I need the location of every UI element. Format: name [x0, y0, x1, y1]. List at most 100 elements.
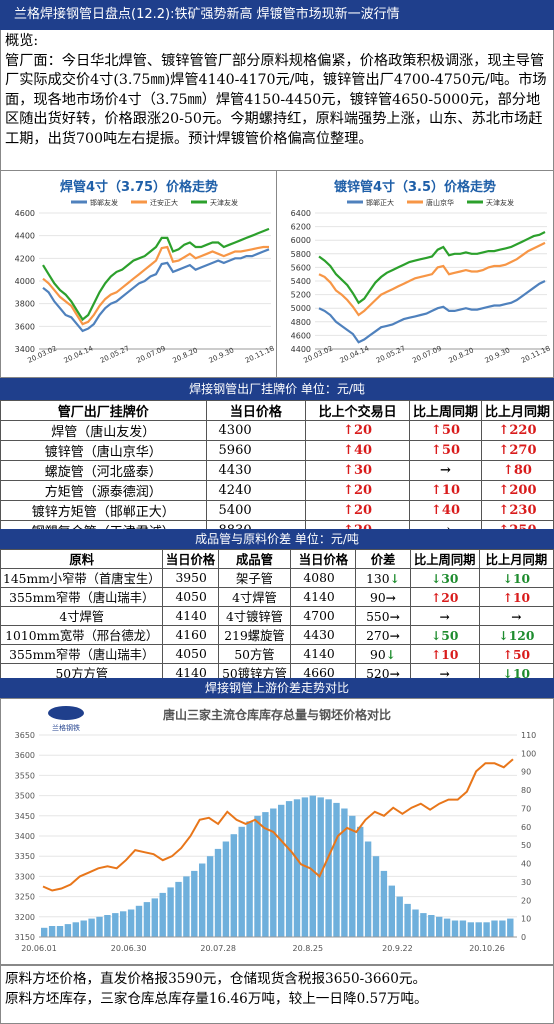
y-tick-label: 3300	[15, 872, 35, 881]
product-name: 4寸镀锌管	[217, 606, 292, 626]
raw-price: 4140	[162, 606, 219, 626]
stock-bar	[56, 926, 64, 937]
stock-bar	[341, 808, 348, 937]
price-value: 4240	[205, 480, 307, 501]
y-tick-label: 4600	[291, 331, 311, 340]
arrow-right-icon: →	[389, 627, 400, 643]
x-tick-label: 20.05.27	[375, 344, 407, 364]
spread-number: 520	[366, 666, 390, 681]
spread-delta-week: →	[409, 606, 480, 626]
chart-title: 镀锌管4寸（3.5）价格走势	[334, 179, 496, 195]
product-name: 219螺旋管	[217, 625, 292, 645]
stock-bar	[191, 870, 198, 937]
arrow-down-icon: ↓	[502, 570, 513, 586]
y-tick-label: 4000	[15, 277, 35, 286]
billet-price-line	[42, 758, 514, 892]
table-row: 镀锌管（唐山京华） 5960 ↑40 ↑50 ↑270	[0, 440, 554, 461]
arrow-up-icon: ↑	[431, 483, 442, 498]
footer-notes: 原料方坯价格，直发价格报3590元，仓储现货含税报3650-3660元。 原料方…	[0, 965, 554, 1024]
delta-day: ↑30	[305, 460, 411, 481]
y-tick-label: 6000	[291, 236, 311, 245]
stock-bar	[317, 797, 324, 937]
stock-bar	[412, 909, 419, 937]
stock-bar	[135, 905, 143, 937]
delta-value: 200	[509, 483, 537, 498]
raw-material-name: 145mm小窄带（首唐宝生）	[0, 568, 164, 588]
y-tick-label: 5200	[291, 291, 311, 300]
series-line	[42, 227, 270, 322]
raw-price: 4160	[162, 625, 219, 645]
delta-value: 20	[354, 423, 373, 438]
col-header-week: 比上周同期	[409, 400, 482, 421]
delta-day: ↑20	[305, 420, 411, 441]
stock-bar	[404, 903, 411, 937]
stock-bar	[372, 856, 380, 937]
delta-value: 10	[512, 589, 531, 605]
chart-title: 唐山三家主流仓库库存总量与钢坯价格对比	[163, 707, 391, 722]
price-value: 4300	[205, 420, 307, 441]
product-name: 4寸焊管	[217, 587, 292, 607]
delta-value: 30	[354, 463, 373, 478]
raw-material-name: 1010mm宽带（邢台德龙）	[0, 625, 164, 645]
product-price: 4700	[290, 606, 357, 626]
arrow-right-icon: →	[440, 463, 451, 478]
y-tick-label: 4400	[15, 232, 35, 241]
x-tick-label: 20.10.26	[469, 944, 505, 953]
y2-tick-label: 30	[521, 878, 531, 887]
factory-name: 焊管（唐山友发）	[0, 420, 207, 441]
page-title: 兰格焊接钢管日盘点(12.2):铁矿强势新高 焊镀管市场现新一波行情	[0, 0, 554, 30]
stock-bar	[325, 799, 332, 937]
col-header-month: 比上月同期	[480, 400, 554, 421]
stock-bar	[246, 821, 253, 937]
x-tick-label: 20.07.09	[135, 344, 167, 364]
delta-value: 50	[441, 443, 460, 458]
delta-week: ↑50	[409, 440, 482, 461]
legend-label: 天津友发	[210, 198, 238, 207]
x-tick-label: 20.8.25	[293, 944, 324, 953]
spread-delta-month: ↑50	[478, 644, 554, 664]
arrow-right-icon: →	[389, 608, 400, 624]
overview-text: 管厂面：今日华北焊管、镀锌管管厂部分原料规格偏紧，价格政策积极调涨，现主导管厂实…	[5, 52, 547, 147]
arrow-up-icon: ↑	[502, 646, 513, 662]
x-tick-label: 20.07.28	[200, 944, 236, 953]
series-line	[42, 248, 270, 333]
price-table: 管厂出厂挂牌价 当日价格 比上个交易日 比上周同期 比上月同期 焊管（唐山友发）…	[0, 400, 554, 541]
series-line	[318, 231, 546, 305]
y-tick-label: 3350	[15, 852, 35, 861]
series-line	[42, 245, 269, 326]
stock-bar	[222, 841, 230, 937]
raw-price: 3950	[162, 568, 219, 588]
chart-title: 焊管4寸（3.75）价格走势	[60, 179, 218, 195]
spread-delta-month: ↓10	[478, 568, 554, 588]
spread-value: 90→	[355, 587, 411, 607]
y2-tick-label: 10	[521, 915, 531, 924]
stock-bar	[80, 920, 87, 937]
product-price: 4140	[290, 587, 357, 607]
delta-value: 50	[441, 627, 459, 643]
delta-value: 40	[441, 503, 460, 518]
logo-text: 兰格钢铁	[52, 723, 80, 732]
y-tick-label: 5800	[291, 250, 311, 259]
y2-tick-label: 80	[521, 786, 531, 795]
legend-label: 邯郸正大	[366, 198, 394, 207]
y2-tick-label: 0	[521, 933, 526, 942]
stock-bar	[112, 913, 119, 937]
arrow-up-icon: ↑	[430, 646, 442, 662]
y-tick-label: 3650	[15, 731, 35, 740]
stock-bar	[199, 863, 206, 937]
arrow-up-icon: ↑	[343, 503, 354, 518]
delta-week: ↑50	[409, 420, 482, 441]
x-tick-label: 20.07.09	[411, 344, 443, 364]
spread-number: 90	[370, 647, 386, 662]
delta-value: 10	[441, 483, 460, 498]
spread-number: 550	[366, 609, 390, 624]
delta-value: 10	[512, 570, 531, 586]
stock-bar	[214, 848, 222, 937]
stock-bar	[436, 916, 443, 937]
raw-price: 4050	[162, 644, 219, 664]
arrow-right-icon: →	[439, 665, 450, 681]
spread-number: 270	[366, 628, 390, 643]
table-row: 4寸焊管 4140 4寸镀锌管 4700 550→ → →	[0, 606, 554, 626]
stock-bar	[167, 887, 174, 937]
